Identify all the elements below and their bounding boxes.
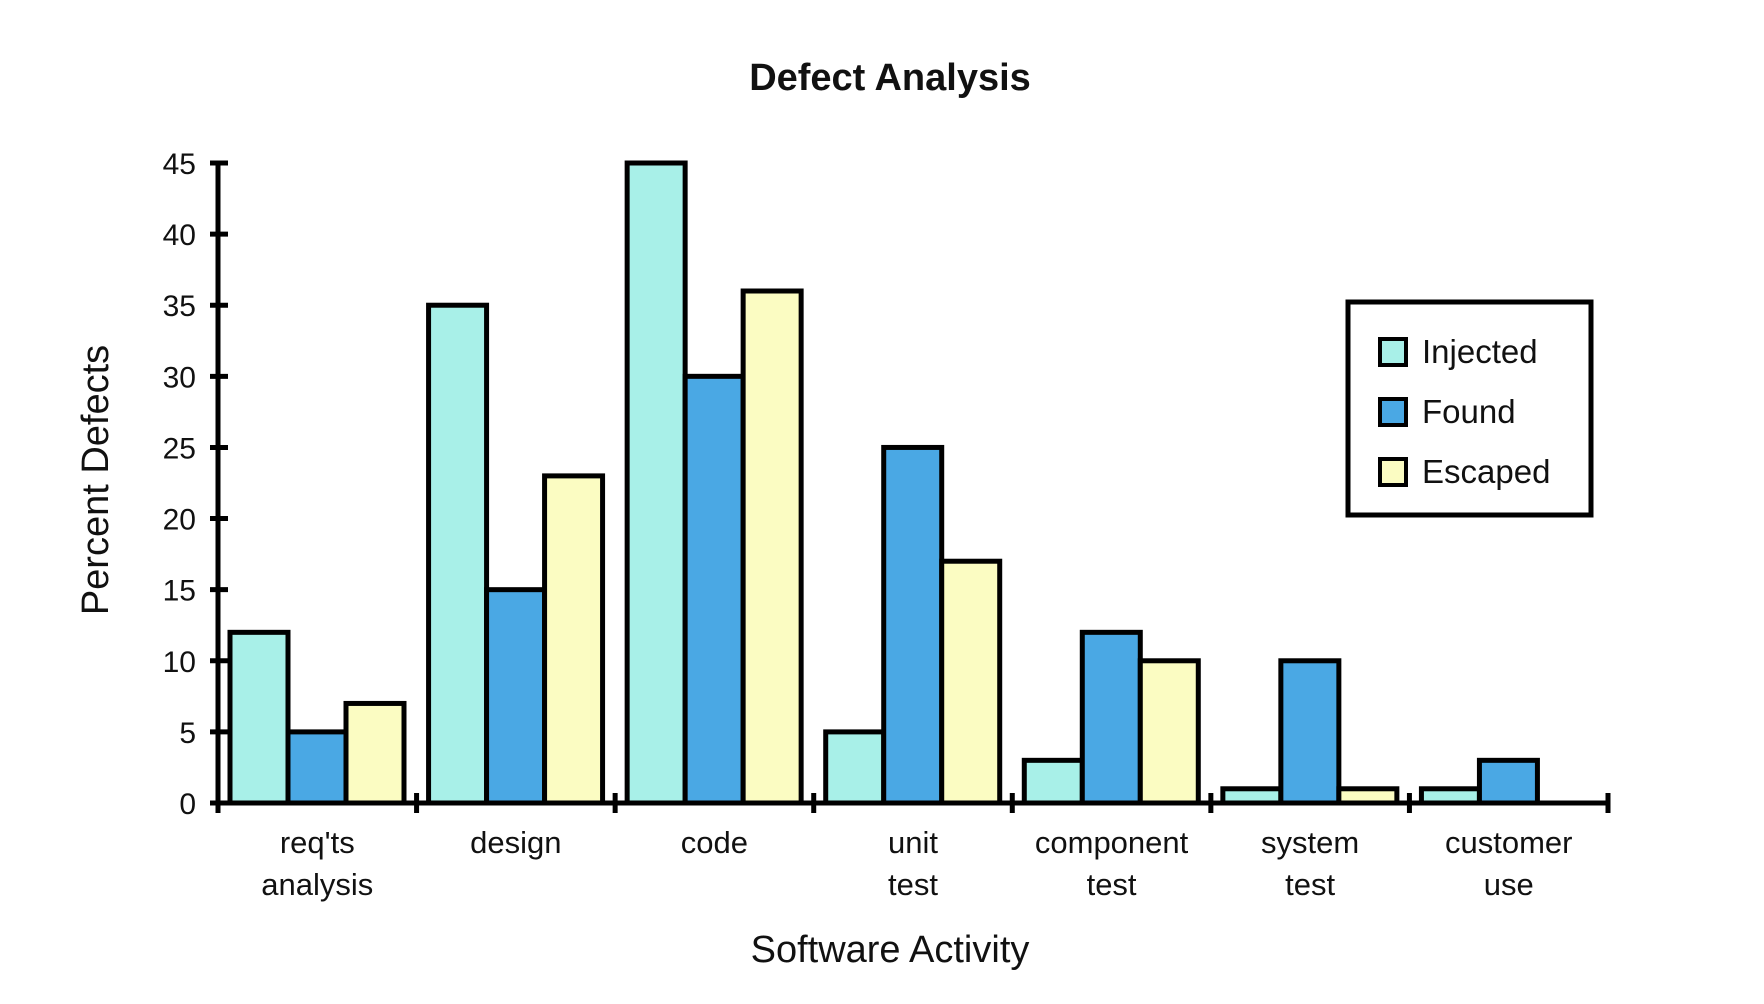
- bars-layer: [227, 160, 1540, 806]
- bar-escaped-4: [1137, 658, 1201, 806]
- category-label-3-1: test: [888, 867, 938, 902]
- y-tick-label-0: 0: [179, 788, 196, 821]
- legend-label-escaped: Escaped: [1422, 453, 1550, 490]
- bar-escaped-0: [343, 700, 407, 806]
- bar-found-3: [881, 444, 945, 806]
- y-tick-label-9: 45: [163, 148, 196, 181]
- axes-layer: 0 5 10 15 20 25 30 35 40 45 req'ts analysis design co…: [163, 148, 1611, 902]
- y-tick-label-4: 20: [163, 504, 196, 537]
- bar-injected-4: [1021, 757, 1085, 806]
- category-label-6-0: customer: [1445, 825, 1572, 860]
- legend-swatch-injected: [1378, 337, 1408, 367]
- bar-found-4: [1079, 629, 1143, 806]
- legend-swatch-escaped: [1378, 457, 1408, 487]
- category-label-2-0: code: [681, 825, 748, 860]
- y-tick-label-6: 30: [163, 361, 196, 394]
- bar-injected-3: [823, 729, 887, 806]
- y-tick-label-2: 10: [163, 646, 196, 679]
- bar-found-0: [285, 729, 349, 806]
- category-label-4-1: test: [1087, 867, 1137, 902]
- category-label-0-1: analysis: [261, 867, 373, 902]
- bar-found-1: [484, 587, 548, 806]
- y-tick-label-8: 40: [163, 219, 196, 252]
- bar-found-6: [1476, 757, 1540, 806]
- bar-found-5: [1278, 658, 1342, 806]
- category-label-4-0: component: [1035, 825, 1189, 860]
- x-axis-label: Software Activity: [751, 929, 1030, 971]
- category-label-0-0: req'ts: [280, 825, 355, 860]
- y-tick-label-5: 25: [163, 432, 196, 465]
- category-label-6-1: use: [1484, 867, 1534, 902]
- bar-found-2: [682, 373, 746, 806]
- chart-title: Defect Analysis: [749, 57, 1031, 99]
- bar-injected-0: [227, 629, 291, 806]
- legend-swatch-found: [1378, 397, 1408, 427]
- y-axis-label: Percent Defects: [75, 345, 117, 615]
- legend-label-injected: Injected: [1422, 333, 1538, 370]
- category-label-3-0: unit: [888, 825, 938, 860]
- category-label-5-0: system: [1261, 825, 1359, 860]
- legend-label-found: Found: [1422, 393, 1516, 430]
- bar-escaped-3: [939, 558, 1003, 806]
- bar-injected-1: [426, 302, 490, 806]
- category-label-1-0: design: [470, 825, 561, 860]
- legend: Injected Found Escaped: [1345, 299, 1594, 518]
- category-label-5-1: test: [1285, 867, 1335, 902]
- bar-escaped-2: [740, 288, 804, 806]
- bar-injected-2: [624, 160, 688, 806]
- y-tick-label-1: 5: [179, 717, 196, 750]
- y-tick-label-7: 35: [163, 290, 196, 323]
- y-tick-label-3: 15: [163, 575, 196, 608]
- bar-escaped-1: [542, 473, 606, 806]
